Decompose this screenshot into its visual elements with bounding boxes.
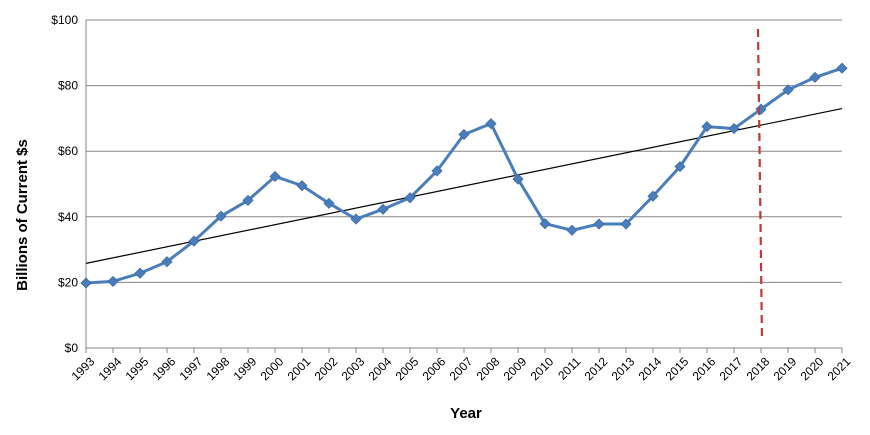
x-tick-label-2001: 2001 xyxy=(285,354,314,383)
trendline-layer xyxy=(85,107,843,264)
data-point-2008 xyxy=(485,118,497,130)
y-tick-label-4: $80 xyxy=(58,79,78,93)
x-tick-label-2015: 2015 xyxy=(663,354,692,383)
data-point-2017 xyxy=(728,123,740,135)
data-point-2010 xyxy=(539,218,551,230)
axes xyxy=(85,20,842,349)
data-point-2000 xyxy=(269,170,281,183)
y-tick-label-3: $60 xyxy=(58,144,78,158)
x-tick-label-2016: 2016 xyxy=(690,354,719,383)
data-point-2013 xyxy=(620,218,632,230)
x-tick-label-2021: 2021 xyxy=(825,354,854,383)
data-point-2006 xyxy=(431,165,443,177)
data-point-2011 xyxy=(566,224,578,236)
y-tick-label-0: $0 xyxy=(65,341,79,355)
y-tick-label-5: $100 xyxy=(51,13,78,27)
x-axis-title: Year xyxy=(450,405,482,422)
y-tick-label-2: $40 xyxy=(58,210,78,224)
data-point-2012 xyxy=(593,218,605,230)
data-point-1999 xyxy=(242,194,254,206)
x-tick-label-2013: 2013 xyxy=(609,354,638,383)
data-point-1997 xyxy=(188,235,200,247)
x-tick-label-2009: 2009 xyxy=(501,354,530,383)
data-point-2009 xyxy=(512,173,524,185)
x-tick-label-1997: 1997 xyxy=(177,354,206,383)
x-tick-label-1993: 1993 xyxy=(69,354,98,383)
data-point-2004 xyxy=(377,203,389,215)
data-point-2005 xyxy=(404,192,416,204)
x-tick-label-2005: 2005 xyxy=(393,354,422,383)
data-point-2001 xyxy=(296,180,308,192)
x-tick-label-1996: 1996 xyxy=(150,354,179,383)
x-tick-label-2010: 2010 xyxy=(528,354,557,383)
trendline xyxy=(85,107,843,264)
x-tick-label-2011: 2011 xyxy=(555,354,583,382)
series-line-0 xyxy=(85,66,843,285)
data-point-2014 xyxy=(647,190,659,202)
data-point-2021 xyxy=(836,62,848,74)
x-tick-label-2000: 2000 xyxy=(258,354,287,383)
data-point-2016 xyxy=(701,121,713,133)
x-tick-label-1994: 1994 xyxy=(96,354,125,383)
x-tick-label-2020: 2020 xyxy=(798,354,827,383)
grid-lines xyxy=(86,19,842,283)
data-point-1994 xyxy=(107,275,119,287)
x-tick-label-2014: 2014 xyxy=(636,354,665,383)
x-tick-label-2018: 2018 xyxy=(744,354,773,383)
x-tick-label-2006: 2006 xyxy=(420,354,449,383)
x-axis-ticks: 1993199419951996199719981999200020012002… xyxy=(69,348,854,383)
x-tick-label-2019: 2019 xyxy=(771,354,800,383)
data-point-2015 xyxy=(674,161,686,173)
data-point-2019 xyxy=(782,84,794,96)
data-point-1998 xyxy=(215,210,227,222)
x-tick-label-1998: 1998 xyxy=(204,354,233,383)
x-tick-label-2004: 2004 xyxy=(366,354,395,383)
data-point-2007 xyxy=(458,128,470,141)
marker-line-layer xyxy=(756,28,764,341)
data-point-2003 xyxy=(350,213,362,225)
x-tick-label-2017: 2017 xyxy=(717,354,746,383)
x-tick-label-1999: 1999 xyxy=(231,354,260,383)
data-point-1995 xyxy=(134,267,146,279)
x-tick-label-1995: 1995 xyxy=(123,354,152,383)
data-point-2002 xyxy=(323,197,335,209)
marker-line-2018 xyxy=(756,28,764,341)
x-tick-label-2008: 2008 xyxy=(474,354,503,383)
y-tick-label-1: $20 xyxy=(58,275,78,289)
series-layer xyxy=(80,62,848,289)
y-axis-title: Billions of Current $s xyxy=(14,139,31,291)
data-point-1993 xyxy=(80,277,92,289)
data-point-1996 xyxy=(161,256,173,268)
x-tick-label-2002: 2002 xyxy=(312,354,341,383)
y-axis-ticks: $0 $20 $40 $60 $80 $100 xyxy=(51,13,78,355)
x-tick-label-2012: 2012 xyxy=(582,354,611,383)
data-point-2020 xyxy=(809,71,821,83)
x-tick-label-2007: 2007 xyxy=(447,354,476,383)
x-tick-label-2003: 2003 xyxy=(339,354,368,383)
